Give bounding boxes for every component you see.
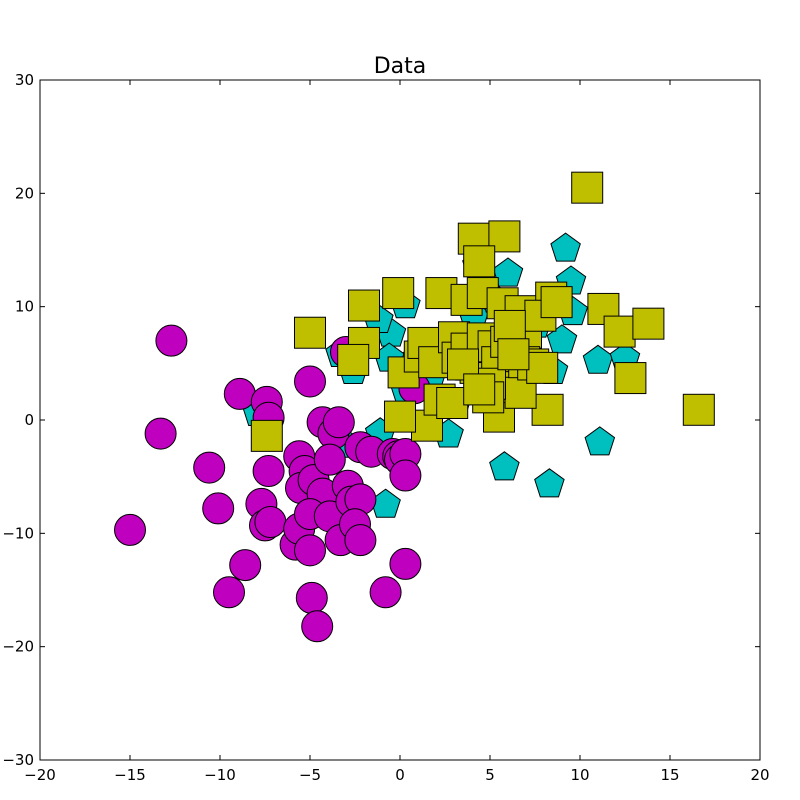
square-point: [337, 343, 370, 376]
y-tick-label: 30: [15, 71, 34, 89]
square-point: [250, 419, 283, 452]
circle-point: [295, 581, 328, 614]
x-tick-label: −10: [204, 766, 236, 784]
circle-point: [202, 492, 235, 525]
circle-point: [144, 417, 177, 450]
circle-point: [294, 365, 326, 398]
x-tick-label: −15: [114, 766, 146, 784]
square-point: [526, 351, 559, 384]
square-point: [540, 286, 573, 319]
circle-point: [294, 534, 326, 567]
square-point: [493, 309, 526, 342]
circle-point: [155, 324, 188, 357]
x-tick-label: 15: [660, 766, 679, 784]
circle-point: [223, 377, 256, 410]
y-tick-label: 10: [15, 298, 34, 316]
x-tick-label: 5: [485, 766, 495, 784]
pentagon-point: [534, 468, 565, 498]
x-tick-label: 0: [395, 766, 405, 784]
square-point: [384, 400, 416, 433]
square-point: [497, 338, 530, 371]
circle-point: [301, 610, 334, 643]
y-tick-label: 20: [15, 184, 34, 202]
square-point: [682, 393, 715, 426]
circle-point: [369, 576, 402, 609]
circle-point: [254, 506, 287, 538]
y-tick-label: −20: [2, 638, 34, 656]
y-tick-label: 0: [24, 411, 34, 429]
square-point: [531, 393, 564, 426]
circle-point: [322, 406, 355, 439]
square-point: [632, 307, 665, 340]
square-point: [294, 316, 326, 349]
square-point: [571, 171, 604, 204]
pentagon-point: [492, 257, 524, 287]
square-point: [463, 373, 496, 406]
square-series: [250, 171, 715, 452]
square-point: [614, 362, 647, 395]
circle-point: [313, 443, 346, 476]
y-tick-label: −10: [2, 524, 34, 542]
circle-point: [213, 576, 245, 609]
circle-point: [114, 513, 146, 546]
circle-point: [252, 455, 285, 487]
x-tick-label: −20: [24, 766, 56, 784]
data-points: [114, 171, 715, 643]
square-point: [436, 387, 469, 419]
x-tick-label: −5: [299, 766, 321, 784]
chart-title: Data: [374, 54, 427, 79]
x-tick-label: 20: [750, 766, 769, 784]
plot-frame: [39, 79, 761, 761]
square-point: [603, 315, 636, 348]
circle-point: [344, 524, 377, 557]
pentagon-point: [546, 324, 578, 354]
pentagon-point: [584, 426, 616, 456]
square-point: [348, 289, 380, 322]
square-point: [382, 277, 415, 310]
square-point: [463, 245, 496, 278]
circle-point: [389, 547, 422, 580]
pentagon-point: [550, 232, 581, 262]
circle-point: [193, 451, 226, 484]
x-tick-label: 10: [570, 766, 589, 784]
circle-point: [229, 549, 262, 582]
pentagon-point: [489, 451, 520, 481]
y-tick-label: −30: [2, 751, 34, 769]
circle-point: [389, 459, 422, 492]
